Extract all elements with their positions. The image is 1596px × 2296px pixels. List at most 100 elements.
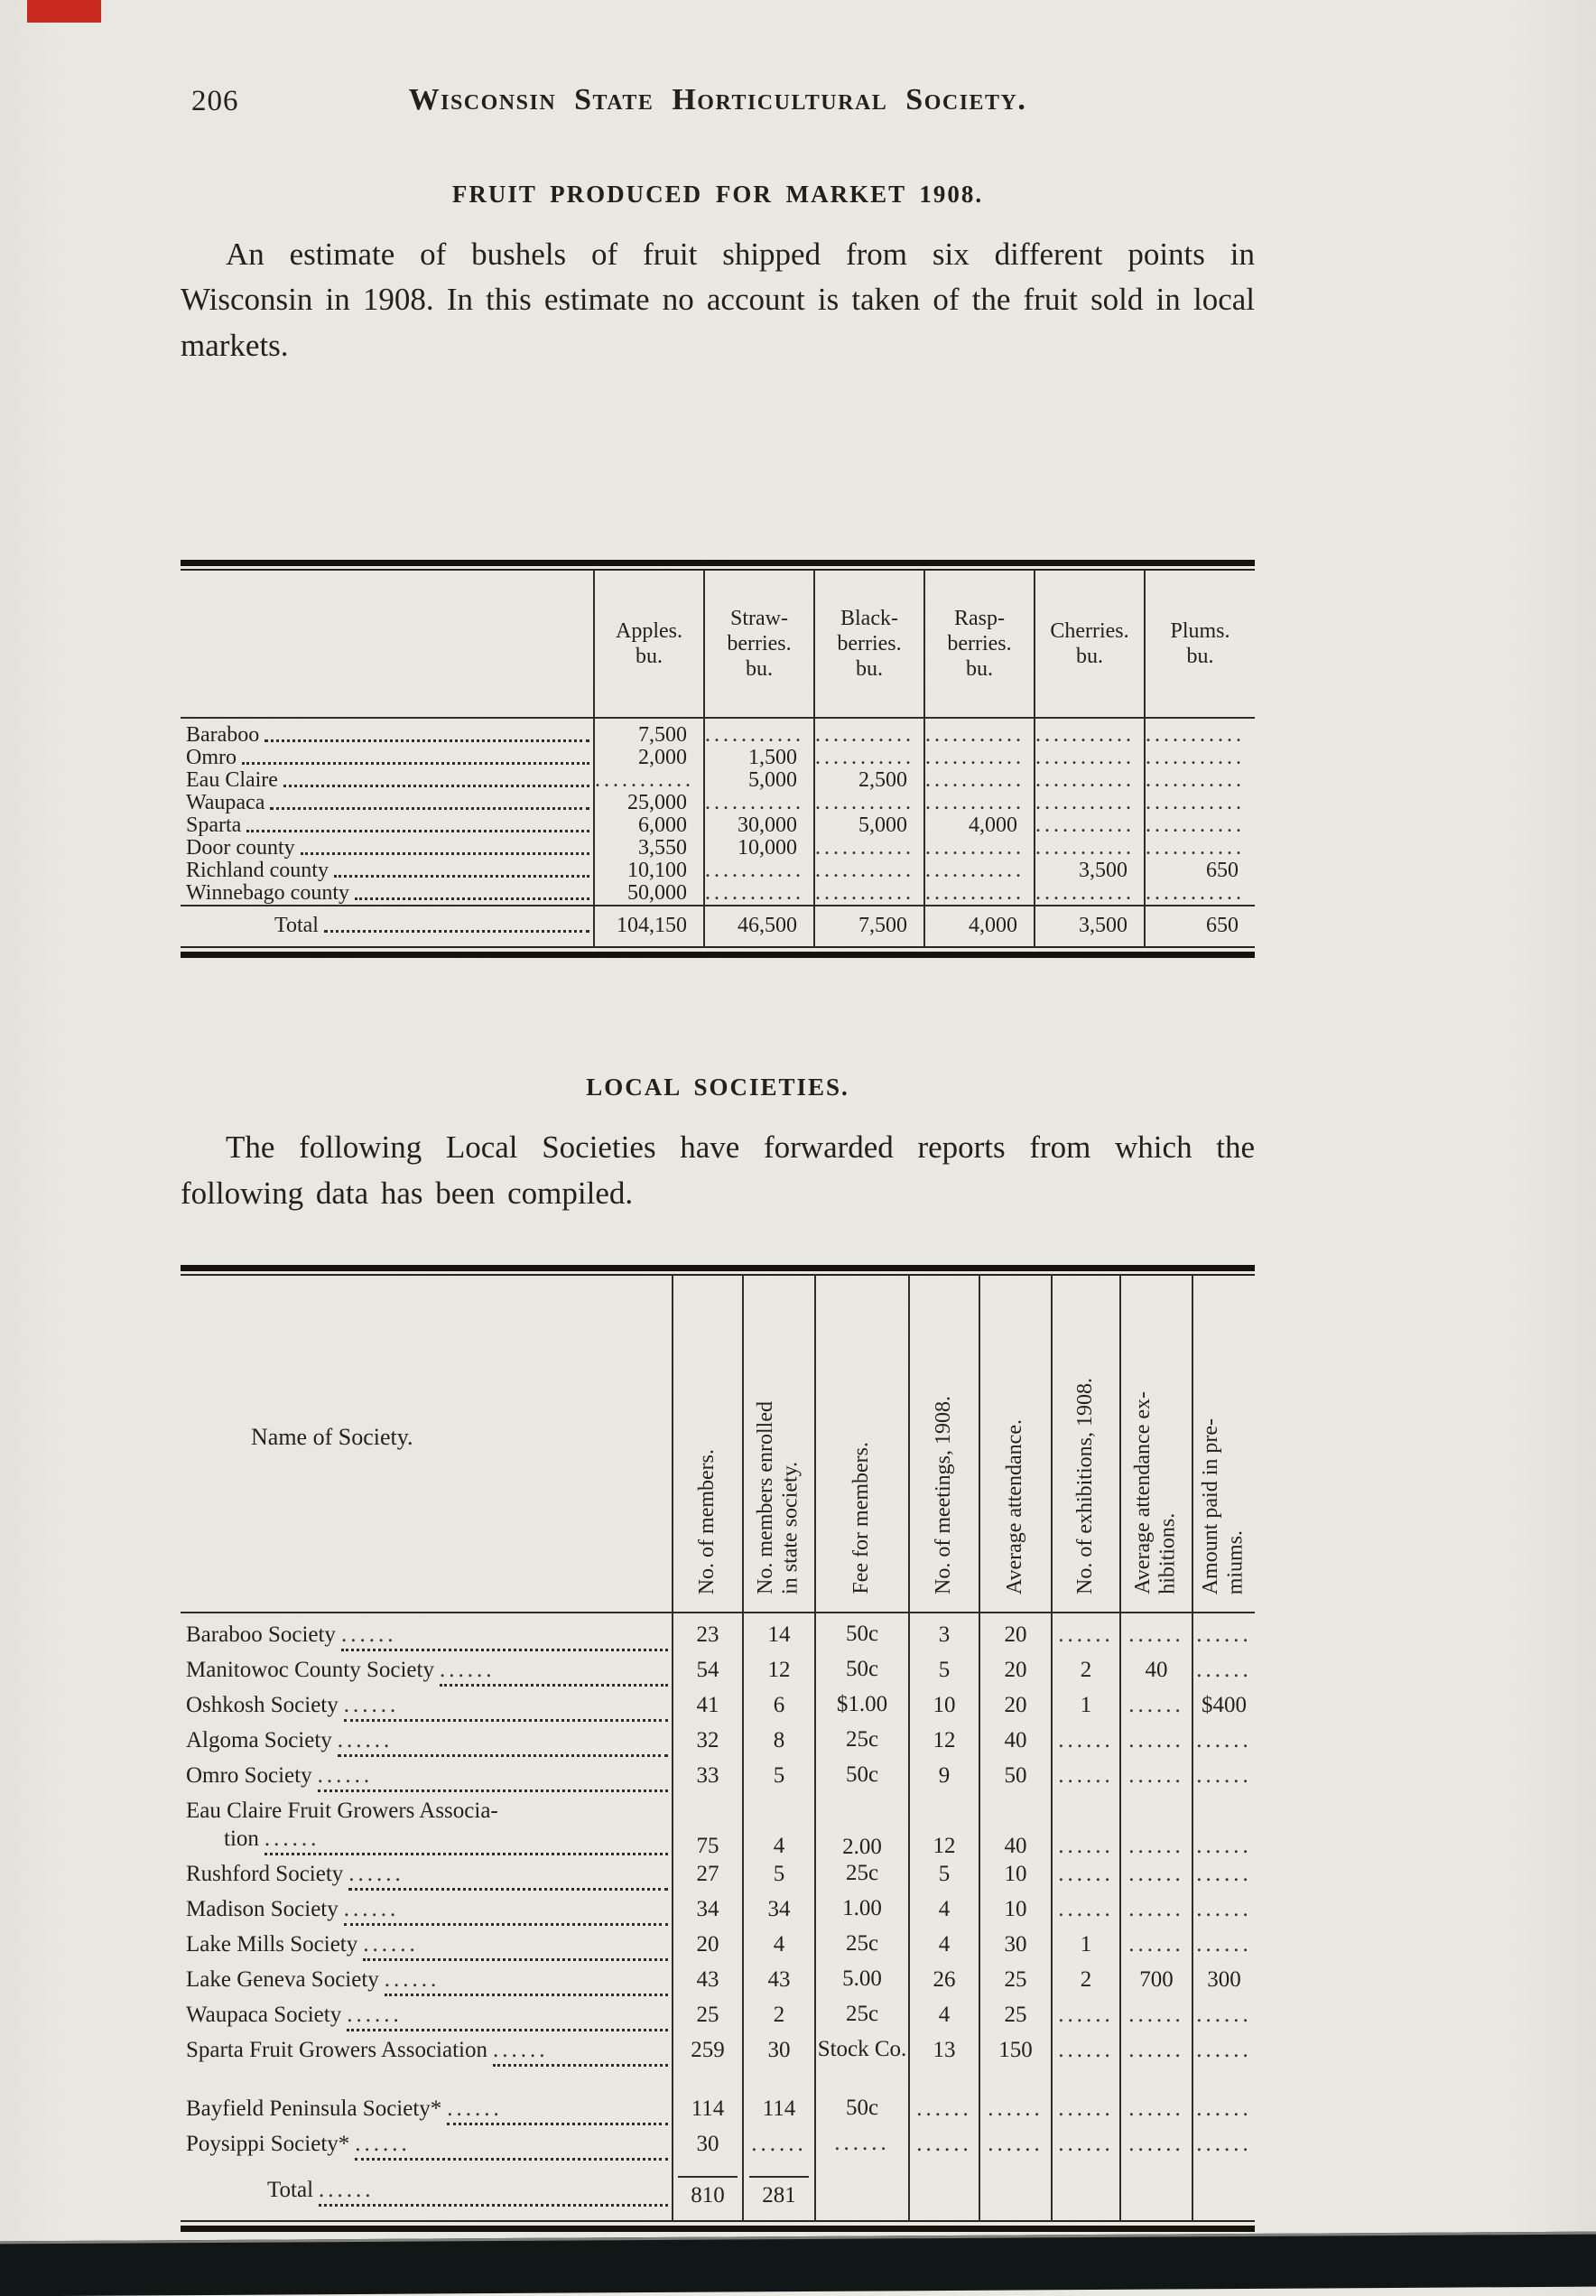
cell-attendance: 20 bbox=[979, 1655, 1052, 1691]
total-members: 810 bbox=[672, 2164, 743, 2221]
dot-leader bbox=[264, 1825, 668, 1855]
table-row: Rushford Society 27 5 25c 5 10 bbox=[181, 1859, 1255, 1895]
cell-enrolled: 114 bbox=[742, 2070, 815, 2130]
row-label: Omro Society bbox=[181, 1762, 673, 1797]
cell-exhibitions bbox=[1051, 1796, 1120, 1860]
table-row: Richland county 10,100 3,500 650 bbox=[181, 859, 1255, 883]
cell-members: 33 bbox=[672, 1761, 743, 1797]
table-row: Baraboo Society 23 14 50c 3 20 bbox=[181, 1612, 1255, 1656]
cell-cherries bbox=[1034, 768, 1145, 793]
page-number: 206 bbox=[191, 85, 239, 117]
fruit-table-body: Baraboo 7,500 Omro 2,000 1,500 bbox=[181, 718, 1255, 906]
cell-plums bbox=[1144, 718, 1255, 748]
table-row: Eau Claire 5,000 2,500 bbox=[181, 768, 1255, 793]
cell-premiums bbox=[1192, 2000, 1255, 2036]
total-strawberries: 46,500 bbox=[703, 905, 814, 948]
cell-strawberries: 30,000 bbox=[703, 814, 814, 838]
dot-leader bbox=[439, 1656, 668, 1687]
cell-premiums bbox=[1192, 1725, 1255, 1762]
row-label: Omro bbox=[181, 747, 594, 769]
cell-enrolled: 6 bbox=[742, 1690, 815, 1726]
row-label: Waupaca Society bbox=[181, 2001, 673, 2036]
cell-attendance: 40 bbox=[979, 1796, 1052, 1860]
cell-attendance: 20 bbox=[979, 1612, 1052, 1656]
dot-leader bbox=[323, 930, 589, 934]
row-label: Sparta bbox=[181, 814, 594, 837]
running-header: Wisconsin State Horticultural Society. bbox=[408, 83, 1027, 116]
column-header-exhibition-attendance: Average attendance ex- hibitions. bbox=[1119, 1274, 1192, 1613]
column-header-raspberries: Rasp- berries. bu. bbox=[923, 570, 1035, 720]
cell-apples bbox=[593, 768, 704, 793]
cell-fee: 50c bbox=[814, 1761, 909, 1797]
cell-attendance: 30 bbox=[979, 1929, 1052, 1966]
row-label: Poysippi Society* bbox=[181, 2130, 673, 2165]
column-header-plums: Plums. bu. bbox=[1144, 570, 1255, 720]
cell-exhibition-attendance bbox=[1119, 1690, 1192, 1726]
cell-blackberries bbox=[813, 836, 924, 860]
cell-blackberries bbox=[813, 881, 924, 906]
societies-section-title: LOCAL SOCIETIES. bbox=[586, 1074, 849, 1102]
dot-leader bbox=[319, 2176, 668, 2207]
dot-leader bbox=[242, 762, 589, 766]
cell-meetings: 5 bbox=[908, 1655, 979, 1691]
cell-exhibitions bbox=[1051, 1612, 1120, 1656]
dot-leader bbox=[343, 1895, 668, 1926]
table-row: Poysippi Society* 30 bbox=[181, 2129, 1255, 2165]
total-enrolled: 281 bbox=[742, 2164, 815, 2221]
cell-premiums bbox=[1192, 2035, 1255, 2071]
cell-apples: 3,550 bbox=[593, 837, 704, 860]
total-empty bbox=[814, 2164, 909, 2221]
cell-attendance: 50 bbox=[979, 1761, 1052, 1797]
table-row: Algoma Society 32 8 25c 12 40 bbox=[181, 1725, 1255, 1762]
cell-premiums bbox=[1192, 1655, 1255, 1691]
row-label: Algoma Society bbox=[181, 1726, 673, 1762]
cell-strawberries: 5,000 bbox=[703, 769, 814, 793]
cell-exhibitions bbox=[1051, 1725, 1120, 1762]
table-row: Winnebago county 50,000 bbox=[181, 881, 1255, 906]
dot-leader bbox=[270, 807, 589, 811]
cell-exhibition-attendance bbox=[1119, 2129, 1192, 2165]
row-label: Madison Society bbox=[181, 1895, 673, 1930]
cell-exhibition-attendance bbox=[1119, 1929, 1192, 1966]
cell-members: 75 bbox=[672, 1796, 743, 1860]
cell-cherries bbox=[1034, 813, 1145, 838]
row-label: Baraboo bbox=[181, 718, 594, 747]
fruit-table-wrap: Apples. bu. Straw- berries. bu. Black- b… bbox=[181, 560, 1255, 959]
row-label: Eau Claire bbox=[181, 769, 594, 792]
cell-attendance bbox=[979, 2070, 1052, 2130]
cell-enrolled: 5 bbox=[742, 1761, 815, 1797]
cell-fee: 25c bbox=[814, 1725, 909, 1762]
row-label: Richland county bbox=[181, 860, 594, 882]
row-label: Oshkosh Society bbox=[181, 1691, 673, 1726]
dot-leader bbox=[447, 2095, 668, 2125]
total-label: Total bbox=[181, 2165, 673, 2221]
scan-red-edge-mark bbox=[27, 0, 101, 23]
cell-enrolled: 43 bbox=[742, 1965, 815, 2001]
total-cherries: 3,500 bbox=[1034, 905, 1145, 948]
cell-cherries bbox=[1034, 836, 1145, 860]
cell-plums bbox=[1144, 813, 1255, 838]
cell-members: 30 bbox=[672, 2129, 743, 2165]
cell-fee: 50c bbox=[814, 2070, 909, 2130]
cell-members: 27 bbox=[672, 1859, 743, 1895]
cell-meetings: 3 bbox=[908, 1612, 979, 1656]
cell-meetings: 26 bbox=[908, 1965, 979, 2001]
column-header-members: No. of members. bbox=[672, 1274, 743, 1613]
page-content: 206 Wisconsin State Horticultural Societ… bbox=[181, 0, 1255, 2285]
cell-apples: 50,000 bbox=[593, 882, 704, 906]
cell-enrolled: 12 bbox=[742, 1655, 815, 1691]
total-raspberries: 4,000 bbox=[923, 905, 1035, 948]
cell-exhibitions: 1 bbox=[1051, 1929, 1120, 1966]
cell-attendance: 10 bbox=[979, 1894, 1052, 1930]
cell-blackberries bbox=[813, 859, 924, 883]
total-apples: 104,150 bbox=[593, 905, 704, 948]
table-row: Lake Mills Society 20 4 25c 4 30 1 bbox=[181, 1929, 1255, 1966]
cell-members: 32 bbox=[672, 1725, 743, 1762]
total-empty bbox=[908, 2164, 979, 2221]
total-plums: 650 bbox=[1144, 905, 1255, 948]
cell-exhibition-attendance bbox=[1119, 1725, 1192, 1762]
column-header-attendance: Average attendance. bbox=[979, 1274, 1052, 1613]
dot-leader bbox=[283, 785, 589, 788]
cell-strawberries: 10,000 bbox=[703, 837, 814, 860]
cell-meetings: 12 bbox=[908, 1796, 979, 1860]
